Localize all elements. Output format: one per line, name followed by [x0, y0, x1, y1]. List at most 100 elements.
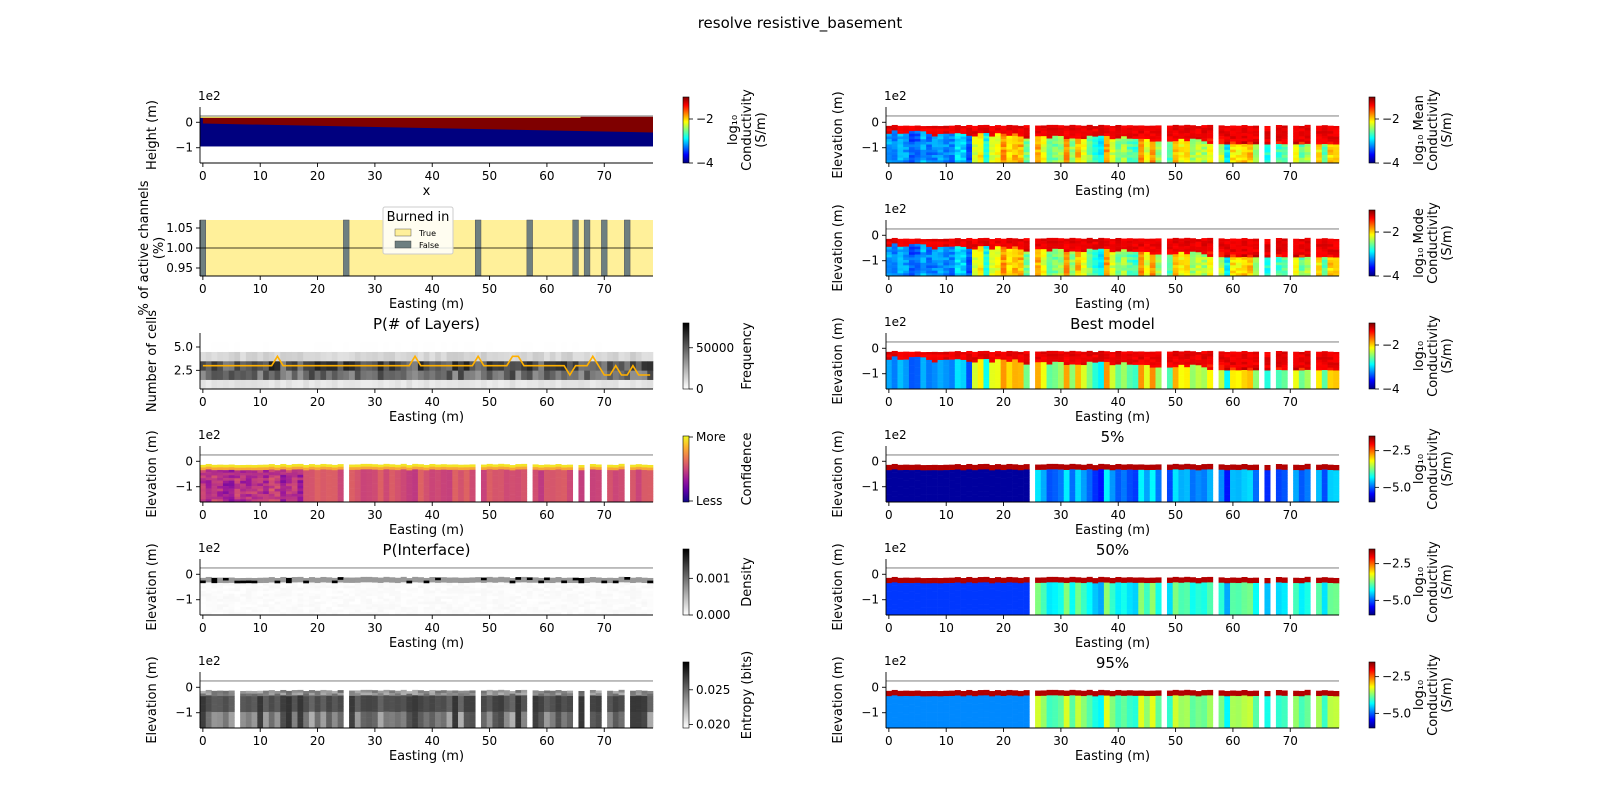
model-cell	[337, 692, 344, 696]
model-cell	[532, 469, 539, 473]
model-column	[503, 690, 510, 729]
model-cell	[291, 709, 298, 713]
model-cell	[222, 494, 229, 497]
model-cell	[228, 598, 235, 602]
histogram-cell	[389, 333, 396, 343]
model-cell	[1201, 141, 1208, 145]
histogram-cell	[394, 379, 401, 390]
model-cell	[1195, 128, 1202, 132]
model-cell	[549, 725, 556, 729]
model-cell	[274, 604, 281, 608]
model-cell	[240, 709, 247, 713]
model-cell	[1149, 125, 1156, 129]
model-cell	[931, 147, 938, 151]
model-cell	[1195, 160, 1202, 164]
model-cell	[257, 478, 264, 482]
model-cell	[331, 494, 338, 498]
model-cell	[400, 711, 407, 715]
model-cell	[417, 612, 424, 616]
model-cell	[983, 146, 990, 150]
histogram-cell	[337, 370, 344, 380]
model-cell	[926, 128, 933, 132]
model-cell	[595, 582, 602, 586]
model-cell	[954, 149, 961, 153]
model-cell	[618, 692, 625, 696]
model-cell	[630, 480, 637, 484]
histogram-cell	[630, 333, 637, 343]
model-cell	[297, 493, 304, 497]
model-cell	[458, 483, 465, 487]
model-cell	[532, 722, 539, 726]
model-cell	[406, 578, 413, 582]
model-cell	[897, 155, 904, 158]
model-cell	[937, 131, 944, 135]
model-cell	[394, 690, 401, 694]
model-cell	[1092, 133, 1099, 137]
model-cell	[452, 709, 459, 713]
model-cell	[1241, 141, 1248, 145]
histogram-cell	[423, 379, 430, 390]
model-column	[389, 577, 396, 616]
model-cell	[406, 496, 413, 500]
model-cell	[509, 591, 516, 595]
model-cell	[989, 157, 996, 161]
model-cell	[222, 486, 229, 490]
model-cell	[423, 693, 430, 697]
model-cell	[647, 593, 654, 597]
model-cell	[475, 596, 482, 600]
model-cell	[394, 706, 401, 710]
model-cell	[1195, 152, 1202, 156]
model-cell	[561, 580, 568, 584]
model-cell	[897, 136, 904, 140]
model-cell	[452, 717, 459, 721]
model-cell	[257, 717, 264, 721]
model-cell	[1247, 139, 1254, 143]
model-cell	[268, 604, 275, 608]
model-cell	[1149, 130, 1156, 134]
model-cell	[555, 609, 562, 613]
x-tick-label: 40	[425, 734, 440, 748]
model-cell	[1184, 157, 1191, 161]
model-cell	[297, 474, 304, 478]
model-cell	[584, 601, 591, 605]
model-cell	[566, 598, 574, 602]
model-cell	[578, 698, 585, 702]
model-cell	[440, 480, 447, 484]
histogram-cell	[509, 370, 516, 380]
model-cell	[1184, 133, 1191, 137]
model-cell	[1006, 124, 1013, 128]
model-cell	[314, 690, 321, 694]
model-cell	[331, 499, 338, 503]
model-cell	[337, 690, 344, 694]
model-cell	[205, 472, 212, 476]
model-cell	[417, 483, 424, 487]
model-cell	[268, 488, 275, 492]
model-cell	[1275, 127, 1282, 131]
model-cell	[1178, 152, 1185, 156]
model-cell	[635, 582, 642, 586]
model-cell	[647, 609, 654, 613]
y-axis-label: Height (m)	[145, 100, 160, 170]
model-cell	[618, 472, 625, 476]
model-cell	[417, 477, 424, 481]
model-cell	[234, 478, 241, 482]
model-cell	[561, 467, 568, 471]
model-cell	[486, 488, 493, 492]
model-cell	[458, 712, 465, 715]
model-cell	[503, 596, 510, 600]
model-cell	[1264, 155, 1271, 159]
model-cell	[521, 474, 528, 478]
model-cell	[532, 706, 539, 710]
model-cell	[931, 131, 938, 135]
model-cell	[1023, 152, 1030, 156]
model-column	[561, 690, 568, 729]
model-cell	[349, 717, 356, 721]
model-cell	[595, 701, 602, 705]
model-cell	[983, 133, 990, 137]
model-cell	[498, 469, 505, 473]
model-cell	[463, 469, 470, 473]
model-cell	[1012, 130, 1019, 134]
model-cell	[624, 576, 631, 581]
model-column	[555, 464, 562, 503]
